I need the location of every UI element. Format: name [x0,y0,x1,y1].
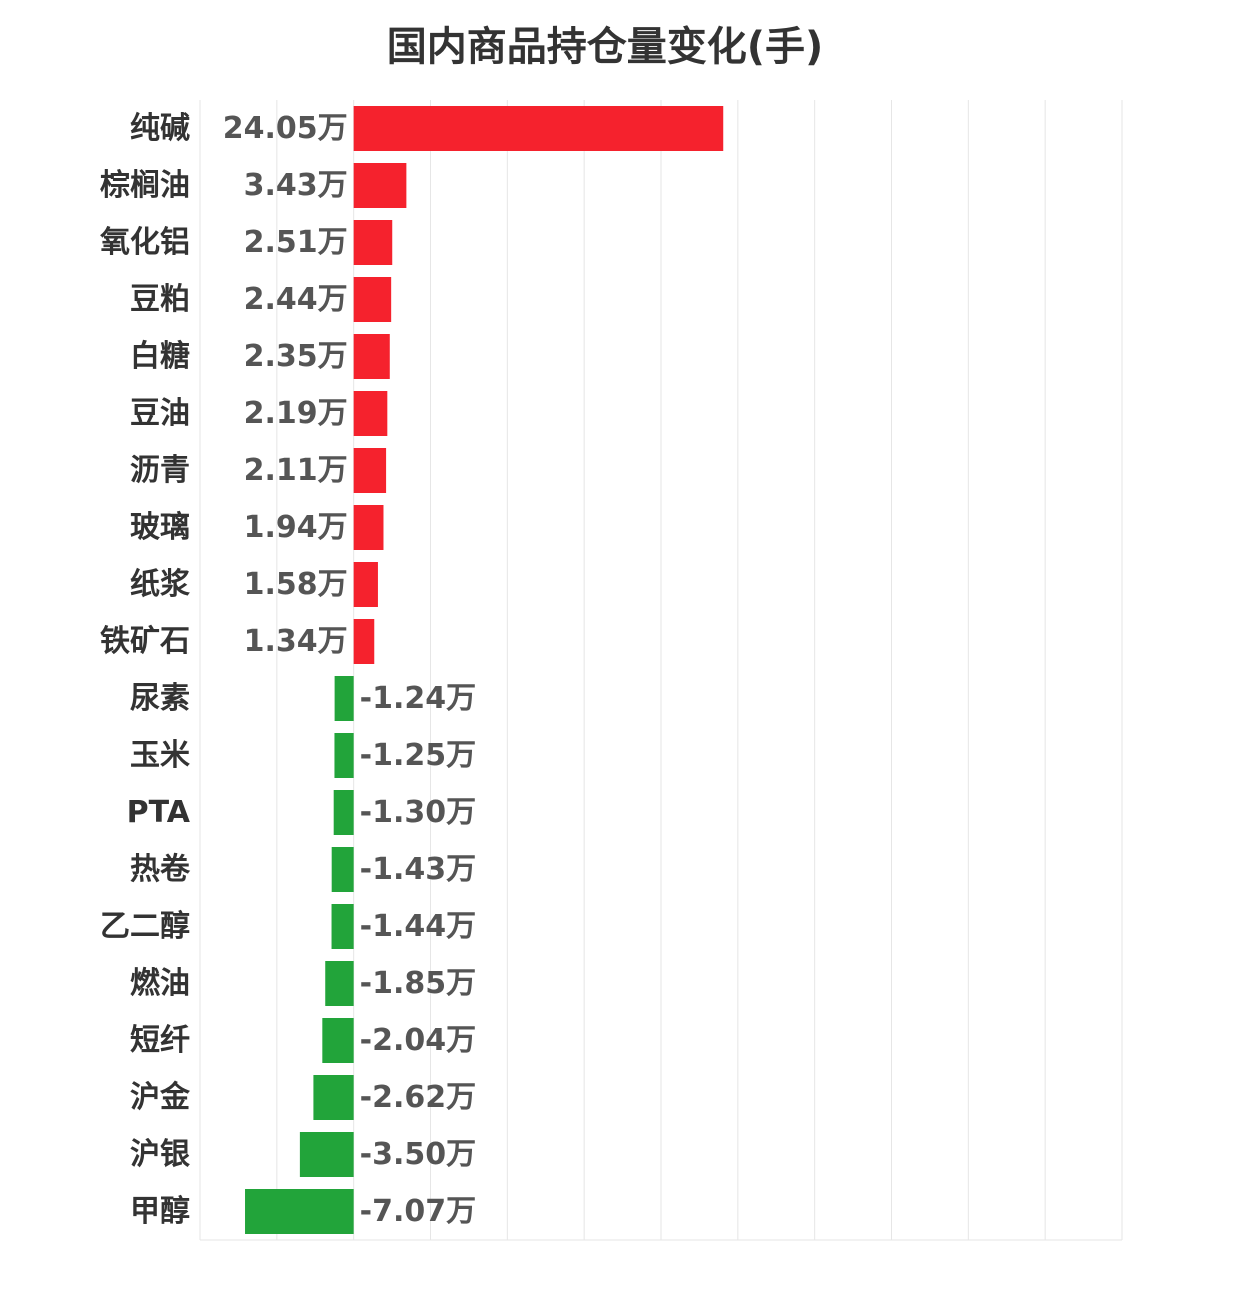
data-label: 2.51万 [244,225,348,260]
bar [325,961,354,1006]
data-label: 3.43万 [244,168,348,203]
data-label: -2.04万 [360,1023,476,1058]
bar [331,904,354,949]
data-label: 2.11万 [244,453,348,488]
category-label: 燃油 [130,966,190,1001]
category-label: 棕榈油 [100,168,190,203]
data-label: 2.35万 [244,339,348,374]
category-label: 豆粕 [130,282,190,317]
bar [322,1018,354,1063]
data-label: -1.85万 [360,966,476,1001]
category-label: 白糖 [130,339,190,374]
category-label: 沪银 [130,1137,190,1172]
bar [333,790,354,835]
category-label: 短纤 [130,1023,190,1058]
data-label: -1.44万 [360,909,476,944]
data-label: -3.50万 [360,1137,476,1172]
category-label: 铁矿石 [100,624,190,659]
category-label: 乙二醇 [100,909,190,944]
bar [353,106,724,151]
bar [353,391,388,436]
bar [353,334,390,379]
category-label: 豆油 [130,396,190,431]
category-label: 甲醇 [130,1194,190,1229]
category-label: 玻璃 [130,510,190,545]
data-label: 2.19万 [244,396,348,431]
category-label: 沥青 [130,453,190,488]
data-label: -2.62万 [360,1080,476,1115]
category-label: 热卷 [130,852,191,887]
category-label: 沪金 [130,1080,191,1115]
data-label: 1.34万 [244,624,348,659]
bar [353,220,393,265]
chart-title: 国内商品持仓量变化(手) [386,24,824,70]
category-label: 尿素 [130,681,190,716]
data-label: 1.94万 [244,510,348,545]
bar [353,619,375,664]
data-label: -1.43万 [360,852,476,887]
bar [299,1132,354,1177]
category-label: PTA [127,795,191,830]
bar [353,277,392,322]
data-label: -1.24万 [360,681,476,716]
data-label: -1.30万 [360,795,476,830]
bar [245,1189,354,1234]
bar [331,847,354,892]
data-label: 2.44万 [244,282,348,317]
data-label: -1.25万 [360,738,476,773]
category-label: 氧化铝 [100,225,190,260]
bar [353,448,387,493]
category-label: 纯碱 [130,111,190,146]
data-label: -7.07万 [360,1194,476,1229]
bar [353,163,407,208]
bar [353,562,378,607]
bar [334,733,354,778]
category-label: 玉米 [130,738,190,773]
bar [313,1075,354,1120]
data-label: 1.58万 [244,567,348,602]
bar [334,676,354,721]
bar [353,505,384,550]
category-label: 纸浆 [130,567,190,602]
data-label: 24.05万 [223,111,348,146]
